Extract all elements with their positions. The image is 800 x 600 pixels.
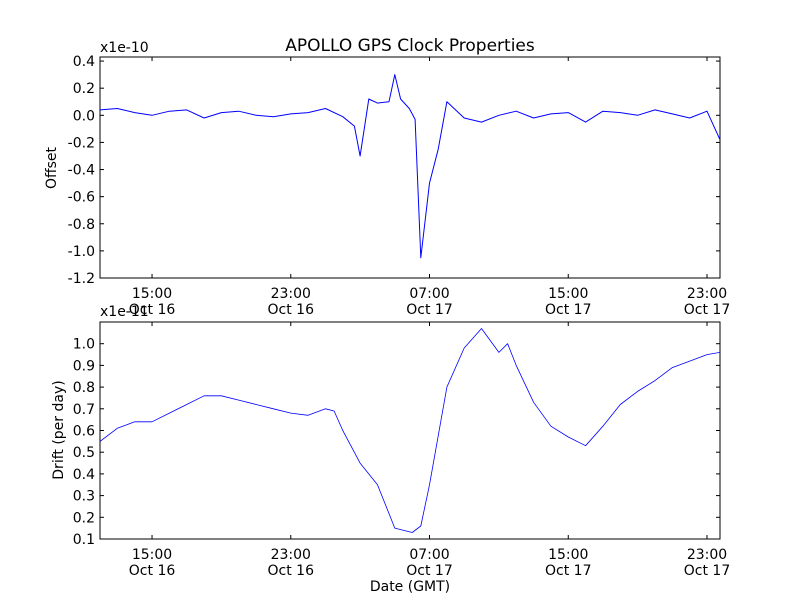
offset-y-axis-label: Offset — [44, 146, 60, 189]
drift-y-tick-label: 0.4 — [73, 467, 95, 483]
offset-series-line — [100, 74, 720, 259]
offset-x-tick-date: Oct 17 — [406, 302, 452, 318]
offset-x-tick-time: 07:00 — [409, 286, 449, 302]
drift-y-axis-label: Drift (per day) — [51, 380, 67, 479]
drift-y-tick-label: 0.5 — [73, 445, 95, 461]
offset-y-tick-label: -0.2 — [68, 135, 95, 151]
drift-y-tick-label: 0.7 — [73, 402, 95, 418]
offset-x-tick-time: 15:00 — [548, 286, 588, 302]
drift-y-tick-label: 1.0 — [73, 337, 95, 353]
drift-y-multiplier: x1e-11 — [100, 304, 149, 320]
drift-y-tick-label: 0.6 — [73, 424, 95, 440]
drift-y-tick-label: 0.9 — [73, 358, 95, 374]
offset-x-tick-time: 15:00 — [132, 286, 172, 302]
offset-x-tick-time: 23:00 — [687, 286, 727, 302]
offset-y-tick-label: 0.0 — [73, 108, 95, 124]
drift-series-line — [100, 328, 720, 533]
drift-x-tick-date: Oct 16 — [268, 563, 315, 579]
drift-x-tick-time: 07:00 — [409, 547, 449, 563]
drift-plot-frame — [99, 321, 721, 540]
offset-x-tick-date: Oct 16 — [268, 302, 315, 318]
drift-x-tick-time: 15:00 — [548, 547, 588, 563]
drift-x-tick-date: Oct 17 — [684, 563, 730, 579]
offset-y-multiplier: x1e-10 — [100, 40, 149, 56]
offset-x-tick-date: Oct 17 — [545, 302, 591, 318]
offset-panel: x1e-10 Offset 0.4 0.2 0.0 -0.2 -0.4 -0.6 -0.8 -… — [44, 40, 730, 318]
drift-y-tick-label: 0.3 — [73, 489, 95, 505]
offset-y-tick-label: -1.2 — [68, 271, 95, 287]
offset-x-tick-time: 23:00 — [271, 286, 311, 302]
offset-y-tick-label: -0.4 — [68, 163, 95, 179]
drift-x-tick-date: Oct 17 — [406, 563, 452, 579]
drift-x-tick-time: 15:00 — [132, 547, 172, 563]
drift-x-tick-date: Oct 16 — [129, 563, 176, 579]
chart-title: APOLLO GPS Clock Properties — [285, 36, 535, 56]
offset-y-tick-label: -0.6 — [68, 190, 95, 206]
offset-y-tick-label: -0.8 — [68, 217, 95, 233]
offset-plot-frame — [99, 56, 721, 279]
offset-x-tick-date: Oct 17 — [684, 302, 730, 318]
offset-y-tick-label: -1.0 — [68, 244, 95, 260]
drift-y-tick-label: 0.8 — [73, 380, 95, 396]
drift-x-tick-time: 23:00 — [271, 547, 311, 563]
drift-y-tick-label: 0.2 — [73, 510, 95, 526]
offset-y-tick-label: 0.2 — [73, 81, 95, 97]
drift-x-tick-time: 23:00 — [687, 547, 727, 563]
drift-x-axis-label: Date (GMT) — [370, 579, 450, 595]
drift-y-tick-label: 0.1 — [73, 532, 95, 548]
drift-x-tick-date: Oct 17 — [545, 563, 591, 579]
drift-panel: x1e-11 Drift (per day) Date (GMT) 1.0 0.9… — [51, 304, 730, 595]
offset-y-tick-label: 0.4 — [73, 54, 95, 70]
offset-x-tick-date: Oct 16 — [129, 302, 176, 318]
